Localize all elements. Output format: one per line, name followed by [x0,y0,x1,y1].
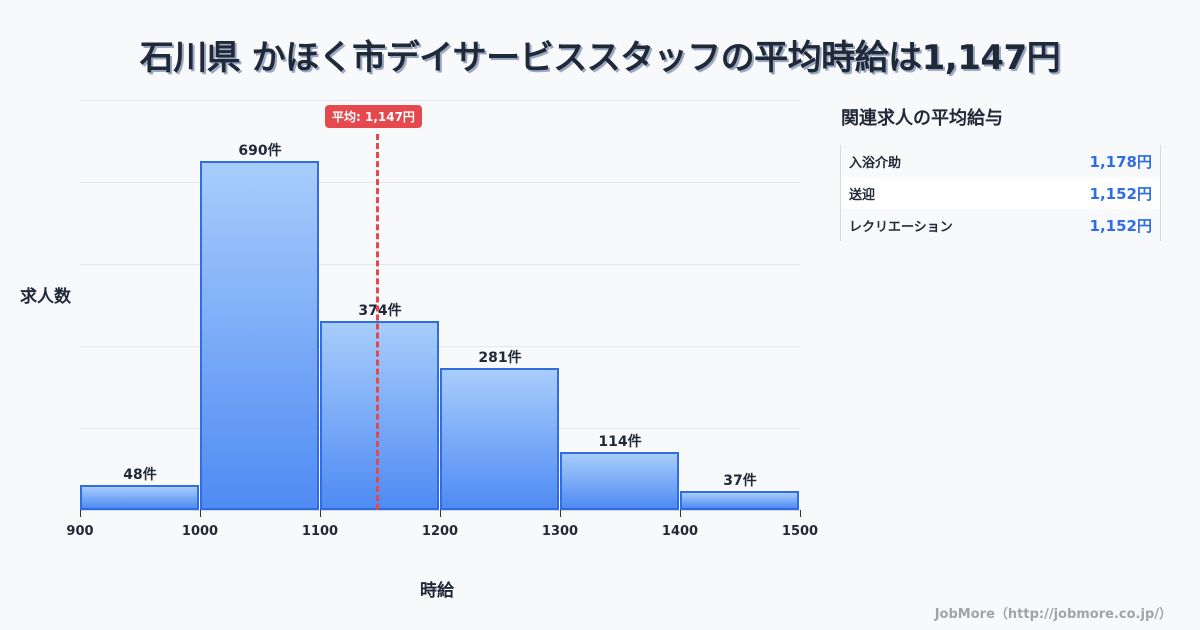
bar-1200-1300 [440,368,559,510]
histogram-chart: 48件 690件 374件 281件 114件 37件 [80,100,800,510]
job-salary: 1,178円 [1089,152,1152,171]
x-tick [80,510,81,517]
bar-1000-1100 [200,161,319,510]
x-tick [800,510,801,517]
x-tick-label: 900 [66,524,94,539]
bar-label: 114件 [598,434,642,450]
x-tick-label: 1200 [421,524,459,539]
gridline [80,264,800,265]
bar-label: 374件 [358,303,402,319]
x-tick [320,510,321,517]
x-tick [440,510,441,517]
bar-1300-1400 [560,452,679,510]
gridline [80,100,800,101]
job-salary: 1,152円 [1089,216,1152,235]
job-name: 送迎 [849,187,876,203]
x-tick-label: 1500 [781,524,819,539]
y-axis-label: 求人数 [20,287,71,307]
bar-1400-1500 [680,491,799,510]
bar-900-1000 [80,485,199,510]
x-tick [560,510,561,517]
page-title: 石川県 かほく市デイサービススタッフの平均時給は1,147円 [139,38,1061,78]
gridline [80,346,800,347]
x-tick-label: 1100 [301,524,339,539]
bar-1100-1200 [320,321,439,510]
x-axis-label: 時給 [420,581,454,601]
bar-label: 690件 [238,143,282,159]
related-salary-title: 関連求人の平均給与 [841,108,1003,129]
job-name: 入浴介助 [849,155,902,171]
related-salary-row: 送迎 1,152円 [841,177,1160,209]
x-tick-label: 1400 [661,524,699,539]
mean-badge: 平均: 1,147円 [325,105,422,128]
related-salary-table: 入浴介助 1,178円 送迎 1,152円 レクリエーション 1,152円 [840,145,1161,241]
x-tick-label: 1300 [541,524,579,539]
gridline [80,182,800,183]
x-tick [680,510,681,517]
job-salary: 1,152円 [1089,184,1152,203]
x-tick [200,510,201,517]
bar-label: 37件 [723,473,757,489]
related-salary-row: 入浴介助 1,178円 [841,145,1160,177]
job-name: レクリエーション [849,219,953,235]
related-salary-row: レクリエーション 1,152円 [841,209,1160,241]
bar-label: 48件 [123,467,157,483]
footer-credit: JobMore（http://jobmore.co.jp/） [934,607,1172,622]
mean-line [376,134,379,510]
bar-label: 281件 [478,350,522,366]
x-tick-label: 1000 [181,524,219,539]
